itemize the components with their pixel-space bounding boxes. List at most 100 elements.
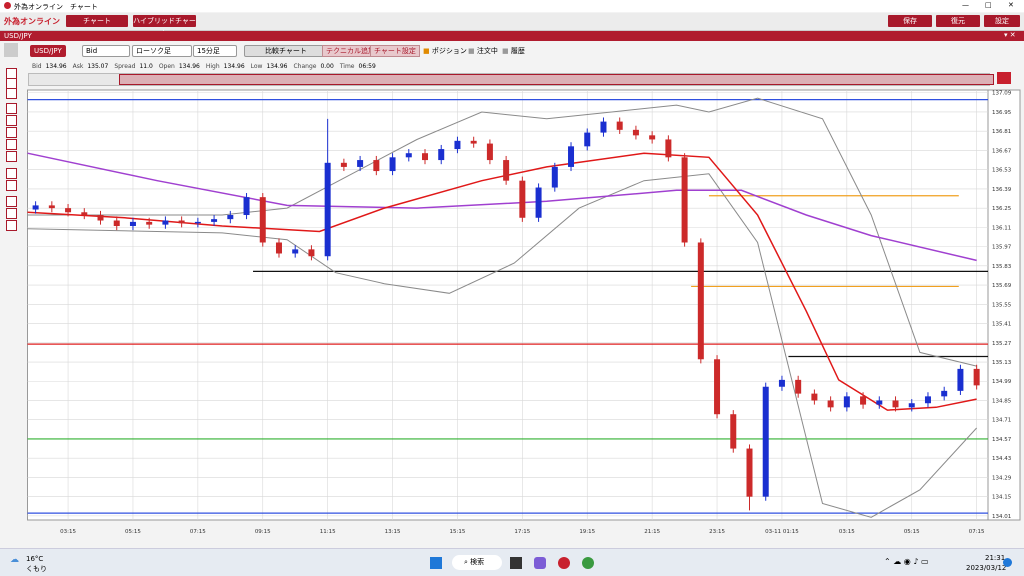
tool-button[interactable] [6, 168, 17, 179]
tool-button[interactable] [6, 127, 17, 138]
minimize[interactable]: — [962, 1, 969, 9]
tool-button[interactable] [6, 196, 17, 207]
scroll-thumb[interactable] [119, 74, 994, 85]
clock-time: 21:31 [985, 554, 1006, 562]
y-tick-label: 134.85 [992, 398, 1012, 404]
candle-body [275, 242, 282, 254]
candle-body [373, 160, 380, 172]
candle-body [876, 400, 883, 405]
start-button[interactable] [430, 557, 442, 569]
info-label: Change [293, 63, 317, 70]
notification[interactable] [1003, 558, 1012, 567]
panel-toggle[interactable] [4, 43, 18, 57]
restore-button[interactable]: 復元 [936, 15, 980, 27]
settings-button[interactable]: 設定 [984, 15, 1020, 27]
candle-body [357, 160, 364, 167]
tool-button[interactable] [6, 220, 17, 231]
check-history[interactable]: ■ 履歴 [502, 47, 525, 55]
check-orders[interactable]: ■ 注文中 [468, 47, 498, 55]
clock-date: 2023/03/12 [966, 564, 1007, 572]
candle-body [227, 215, 234, 220]
tool-button[interactable] [6, 115, 17, 126]
chart: 137.09 136.95 136.81 136.67 136.53 136.39 136.… [27, 89, 1021, 535]
taskbar-app[interactable] [582, 557, 594, 569]
info-value: 06:59 [358, 63, 376, 70]
candle-body [714, 359, 721, 415]
add-technical-button[interactable]: テクニカル追加 [322, 45, 379, 57]
interval-select[interactable]: 15分足 [193, 45, 237, 57]
price-select[interactable]: Bid [82, 45, 130, 57]
weather: くもり [26, 565, 47, 573]
info-label: Low [250, 63, 263, 70]
x-tick-label: 03-11 01:15 [765, 529, 799, 535]
candle-body [422, 153, 429, 161]
tool-button[interactable] [6, 180, 17, 191]
maximize[interactable]: □ [985, 1, 992, 9]
check-position[interactable]: ■ ポジション [423, 47, 467, 55]
y-tick-label: 136.53 [992, 168, 1012, 174]
candle-body [632, 129, 639, 136]
indicator-line [27, 97, 977, 367]
x-tick-label: 19:15 [579, 529, 595, 535]
info-value: 134.96 [223, 63, 245, 70]
tab-title[interactable]: USD/JPY [4, 32, 32, 40]
y-tick-label: 136.25 [992, 206, 1012, 212]
title-bar: 外為オンライン チャート — □ ✕ [0, 0, 1024, 12]
x-tick-label: 05:15 [904, 529, 920, 535]
candle-body [519, 180, 526, 218]
tool-button[interactable] [6, 88, 17, 99]
y-tick-label: 134.71 [992, 418, 1011, 424]
candle-body [389, 157, 396, 172]
candle-body [340, 162, 347, 167]
candle-body [697, 242, 704, 360]
x-tick-label: 17:15 [514, 529, 530, 535]
indicator-line [27, 173, 977, 518]
scroll-end[interactable] [997, 72, 1011, 84]
candle-body [129, 221, 136, 227]
pair-select[interactable]: USD/JPY [30, 45, 66, 57]
chart-settings-button[interactable]: チャート設定 [370, 45, 420, 57]
x-tick-label: 05:15 [125, 529, 141, 535]
x-tick-label: 03:15 [839, 529, 855, 535]
info-value: 11.0 [139, 63, 153, 70]
candle-body [292, 249, 299, 254]
y-tick-label: 134.57 [992, 437, 1012, 443]
candle-body [746, 448, 753, 497]
tab-pin[interactable]: ▾ ✕ [1004, 31, 1016, 39]
toolbar: 外為オンライン チャート ハイブリッドチャート 保存 復元 設定 [0, 13, 1024, 37]
candle-body [600, 121, 607, 133]
taskbar-app[interactable] [534, 557, 546, 569]
taskbar-app[interactable] [558, 557, 570, 569]
close[interactable]: ✕ [1008, 1, 1014, 9]
save-button[interactable]: 保存 [888, 15, 932, 27]
logo: 外為オンライン [4, 17, 60, 26]
candle-body [454, 140, 461, 150]
candle-body [795, 379, 802, 394]
taskbar-app[interactable] [510, 557, 522, 569]
y-tick-label: 134.29 [992, 475, 1012, 481]
y-tick-label: 136.11 [992, 225, 1011, 231]
tool-button[interactable] [6, 139, 17, 150]
tool-button[interactable] [6, 208, 17, 219]
candle-body [48, 205, 55, 209]
candle-body [81, 212, 88, 216]
info-label: Bid [32, 63, 42, 70]
chart-button[interactable]: チャート [66, 15, 128, 27]
taskbar: ☁ 16°C くもり ⌕ 検索 ⌃ ☁ ◉ ♪ ▭ 21:31 2023/03/… [0, 548, 1024, 576]
candle-body [32, 205, 39, 210]
tray-icons[interactable]: ⌃ ☁ ◉ ♪ ▭ [884, 557, 929, 566]
x-tick-label: 21:15 [644, 529, 660, 535]
search-box[interactable]: ⌕ 検索 [452, 555, 502, 570]
y-tick-label: 134.99 [992, 379, 1012, 385]
candle-body [65, 208, 72, 213]
info-label: Time [339, 63, 355, 70]
chart-type-select[interactable]: ローソク足 [132, 45, 192, 57]
scrollbar[interactable] [28, 73, 994, 86]
x-tick-label: 15:15 [450, 529, 466, 535]
candle-body [243, 197, 250, 216]
candle-body [584, 132, 591, 147]
tool-button[interactable] [6, 151, 17, 162]
tool-button[interactable] [6, 103, 17, 114]
y-tick-label: 135.41 [992, 322, 1011, 328]
candle-body [827, 400, 834, 408]
